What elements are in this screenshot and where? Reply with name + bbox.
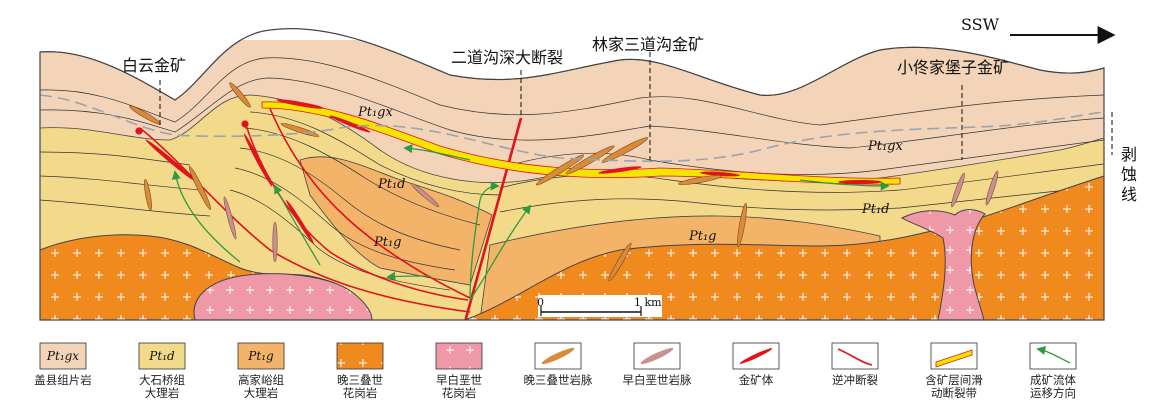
legend-caption: 运移方向 — [1030, 386, 1076, 400]
unit-label-gx-2: Pt₁gx — [867, 139, 904, 154]
legend-caption: 动断裂带 — [931, 386, 977, 400]
fold-lines — [39, 57, 1105, 291]
legend-caption: 大理岩 — [145, 386, 180, 400]
legend-caption: 晚三叠世岩脉 — [524, 373, 593, 387]
legend-symbol — [739, 348, 773, 364]
legend-caption: 花岗岩 — [442, 386, 477, 400]
legend-swatch — [1029, 342, 1077, 370]
section-body — [39, 40, 1105, 320]
unit-gaojiayu-marble-core — [299, 156, 493, 286]
legend-symbol — [1036, 345, 1071, 364]
label-linjia-mine: 林家三道沟金矿 — [592, 35, 704, 54]
legend-swatch-text: Pt₁d — [148, 349, 175, 363]
scale-zero: 0 — [537, 296, 544, 309]
label-xiaotong-mine: 小佟家堡子金矿 — [897, 58, 1009, 77]
label-erdaogou-fault: 二道沟深大断裂 — [451, 48, 563, 67]
legend-item-early_cretaceous_dyke: 早白垩世岩脉 — [623, 342, 692, 387]
legend-swatch — [237, 342, 285, 370]
legend-caption: 晚三叠世 — [337, 373, 383, 387]
legend: Pt₁gx盖县组片岩Pt₁d大石桥组大理岩Pt₁g高家峪组大理岩晚三叠世花岗岩早… — [34, 342, 1077, 400]
legend-caption: 大石桥组 — [139, 373, 185, 387]
legend-item-gold_orebody: 金矿体 — [732, 342, 780, 387]
early-cretaceous-granite-east — [900, 209, 986, 320]
unit-label-g-2: Pt₁g — [688, 229, 717, 244]
legend-swatch — [534, 342, 582, 370]
legend-swatch-text: Pt₁gx — [46, 349, 79, 363]
unit-label-gx-1: Pt₁gx — [357, 105, 394, 120]
legend-swatch-text: Pt₁g — [247, 349, 274, 363]
legend-caption: 成矿流体 — [1030, 373, 1076, 387]
unit-label-d-1: Pt₁d — [377, 177, 406, 192]
legend-item-gaixian: Pt₁gx 盖县组片岩 — [34, 342, 92, 387]
fluid-arrows — [171, 144, 890, 301]
direction-label: SSW — [961, 15, 1000, 34]
mine-markers — [135, 52, 1113, 160]
legend-caption: 大理岩 — [244, 386, 279, 400]
legend-item-late_triassic_dyke: 晚三叠世岩脉 — [524, 342, 593, 387]
erosion-line-char: 剥 — [1121, 145, 1137, 164]
legend-caption: 含矿层间滑 — [925, 373, 983, 387]
legend-caption: 金矿体 — [739, 373, 774, 387]
unit-label-g-1: Pt₁g — [373, 235, 402, 250]
erosion-line — [39, 94, 1105, 163]
label-baiyun-mine: 白云金矿 — [122, 56, 186, 75]
erosion-line-char: 线 — [1121, 185, 1137, 204]
legend-swatch — [435, 342, 483, 370]
legend-swatch — [138, 342, 186, 370]
legend-caption: 盖县组片岩 — [34, 373, 92, 387]
legend-symbol — [541, 347, 575, 365]
gold-orebodies — [145, 99, 882, 245]
section-outline — [39, 28, 1105, 321]
legend-caption: 早白垩世 — [436, 373, 482, 387]
legend-symbol — [837, 348, 873, 366]
legend-caption: 早白垩世岩脉 — [623, 373, 692, 387]
erosion-line-char: 蚀 — [1121, 165, 1137, 184]
label-erosion-line: 剥蚀线 — [1121, 145, 1137, 204]
legend-symbol — [935, 349, 973, 368]
legend-swatch — [336, 342, 384, 370]
scale-bar: 0 1 km — [537, 295, 662, 317]
legend-caption: 花岗岩 — [343, 386, 378, 400]
legend-caption: 高家峪组 — [238, 373, 284, 387]
early-cretaceous-granite-west — [193, 273, 373, 320]
erdaogou-fault — [464, 117, 523, 320]
legend-item-thrust_fault: 逆冲断裂 — [831, 342, 878, 387]
unit-label-d-2: Pt₁d — [861, 202, 890, 217]
legend-swatch — [39, 342, 87, 370]
legend-symbol — [640, 347, 674, 365]
scale-length: 1 km — [634, 296, 662, 309]
legend-caption: 逆冲断裂 — [832, 373, 878, 387]
early-cretaceous-dykes — [223, 170, 999, 263]
